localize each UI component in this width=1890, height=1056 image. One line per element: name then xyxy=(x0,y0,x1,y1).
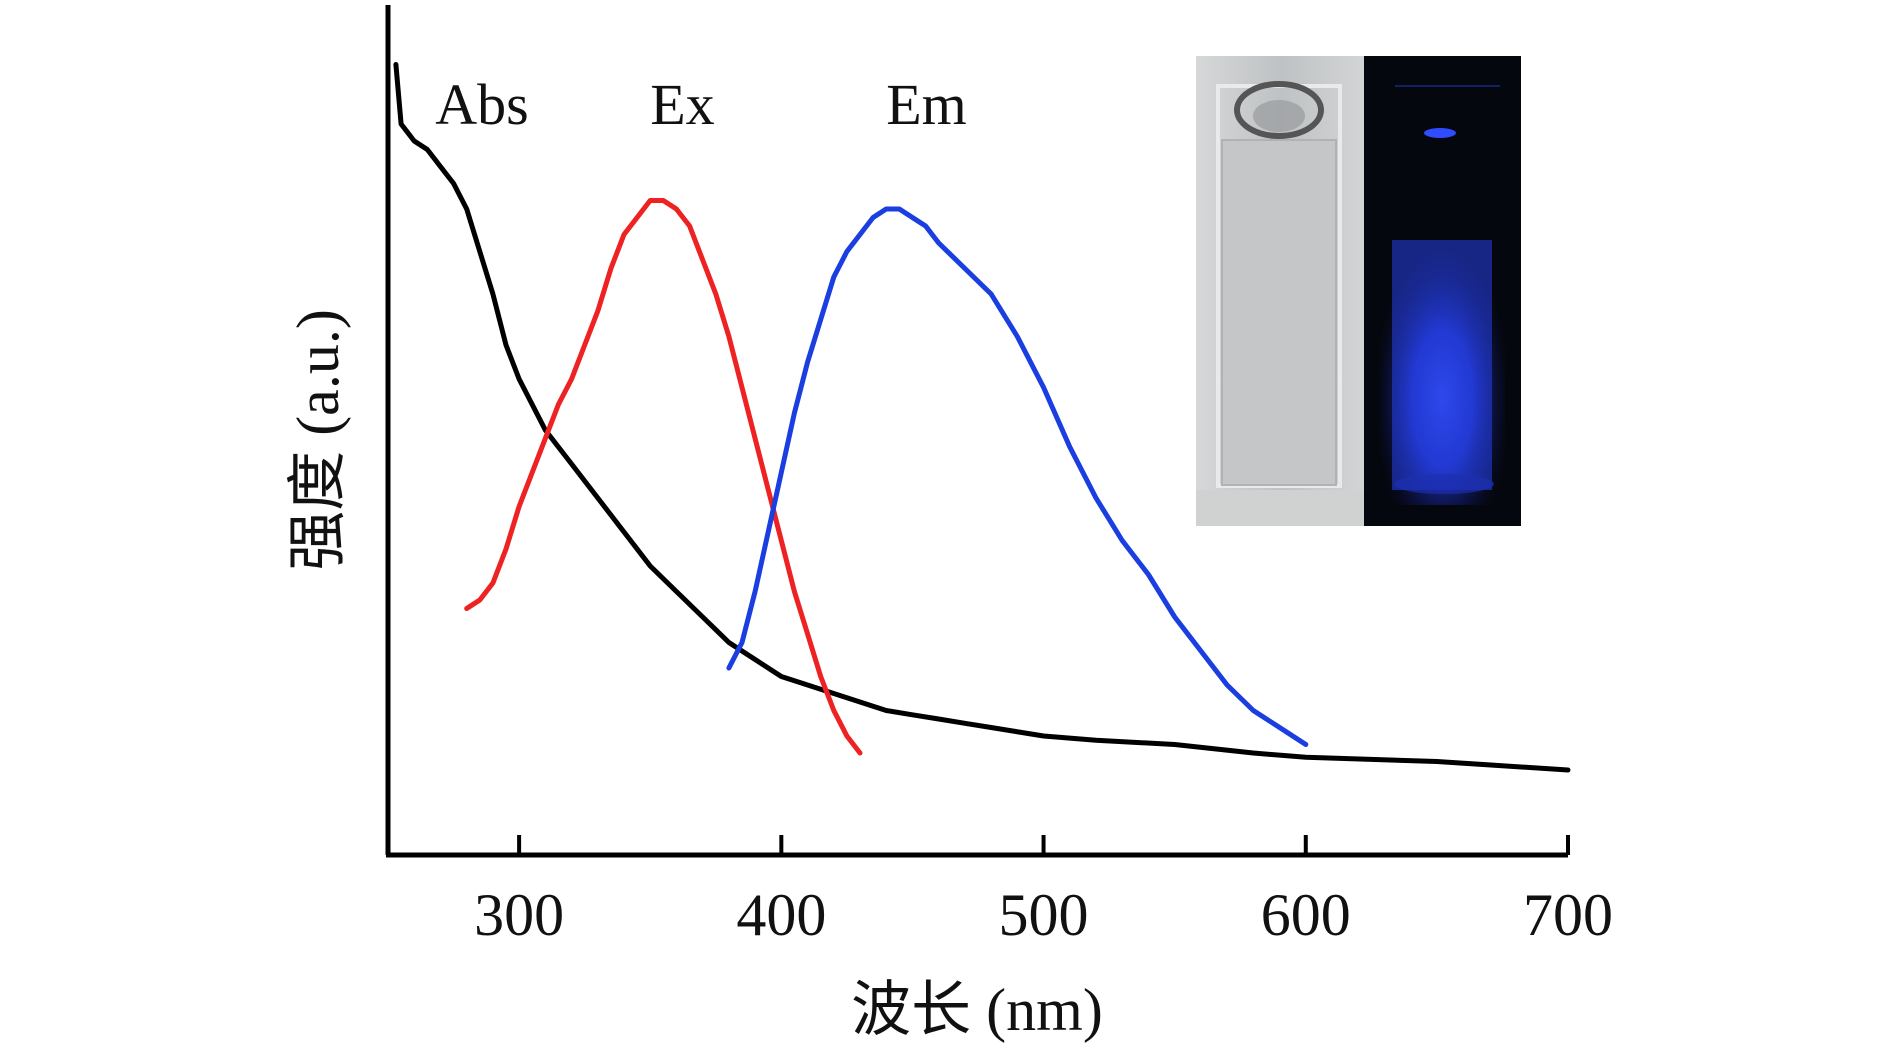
x-ticks: 300 400 500 600 700 xyxy=(474,835,1613,948)
x-tick-label: 600 xyxy=(1261,882,1351,948)
annotations: Abs Ex Em xyxy=(435,72,967,137)
x-tick-label: 500 xyxy=(999,882,1089,948)
x-axis-label: 波长 (nm) xyxy=(851,977,1103,1043)
series-annotation-em: Em xyxy=(886,72,967,137)
cuvette-daylight-photo xyxy=(1196,56,1364,526)
axes xyxy=(385,5,1568,858)
x-tick-label: 300 xyxy=(474,882,564,948)
x-tick-label: 400 xyxy=(736,882,826,948)
cuvette-uv-photo xyxy=(1364,56,1521,526)
series-annotation-abs: Abs xyxy=(435,72,528,137)
series-line-abs xyxy=(393,62,1571,773)
inset-photo xyxy=(1196,56,1521,526)
series-line-em xyxy=(726,206,1309,747)
series-annotation-ex: Ex xyxy=(650,72,714,137)
x-tick-label: 700 xyxy=(1523,882,1613,948)
series-line-ex xyxy=(464,198,863,756)
series xyxy=(393,62,1571,773)
y-axis-label: 强度 (a.u.) xyxy=(285,309,351,571)
